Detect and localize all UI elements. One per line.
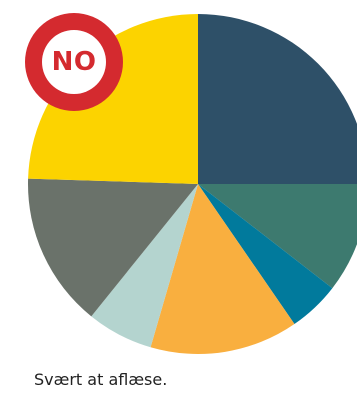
pie-slice-4 bbox=[150, 184, 295, 355]
pie-slice-2 bbox=[198, 184, 357, 289]
caption: Svært at aflæse. bbox=[34, 370, 168, 389]
no-badge: NO bbox=[25, 13, 123, 111]
pie-slice-6 bbox=[27, 178, 198, 317]
no-badge-text: NO bbox=[51, 47, 97, 77]
pie-slice-7 bbox=[28, 14, 198, 184]
pie-chart bbox=[27, 14, 357, 355]
no-badge-inner: NO bbox=[42, 30, 106, 94]
pie-slice-1 bbox=[198, 14, 357, 184]
pie-slice-3 bbox=[198, 184, 333, 324]
pie-slice-5 bbox=[91, 184, 198, 348]
